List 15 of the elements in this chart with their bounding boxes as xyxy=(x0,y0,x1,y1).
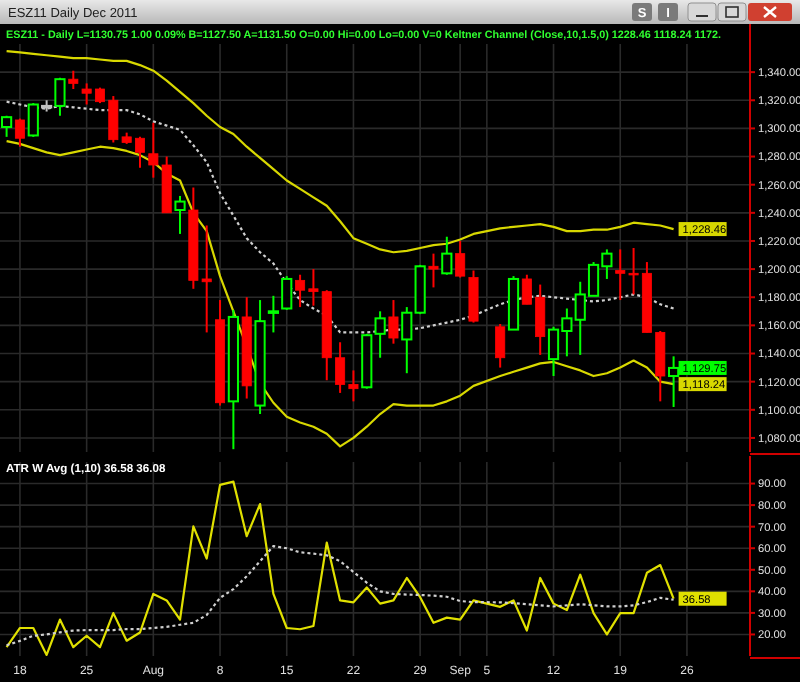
line-series xyxy=(5,139,675,448)
candlestick xyxy=(281,275,293,311)
line-series xyxy=(5,544,675,647)
candlestick xyxy=(495,322,506,369)
line-series xyxy=(5,49,675,254)
candlestick xyxy=(468,269,479,324)
candlestick xyxy=(428,252,439,289)
candlestick xyxy=(455,239,466,279)
candlestick xyxy=(68,69,79,91)
candlestick xyxy=(174,194,186,235)
candlestick xyxy=(14,117,25,148)
candlestick xyxy=(388,299,399,345)
line-series xyxy=(5,480,675,657)
candlestick xyxy=(441,235,453,276)
candlestick xyxy=(267,294,279,334)
